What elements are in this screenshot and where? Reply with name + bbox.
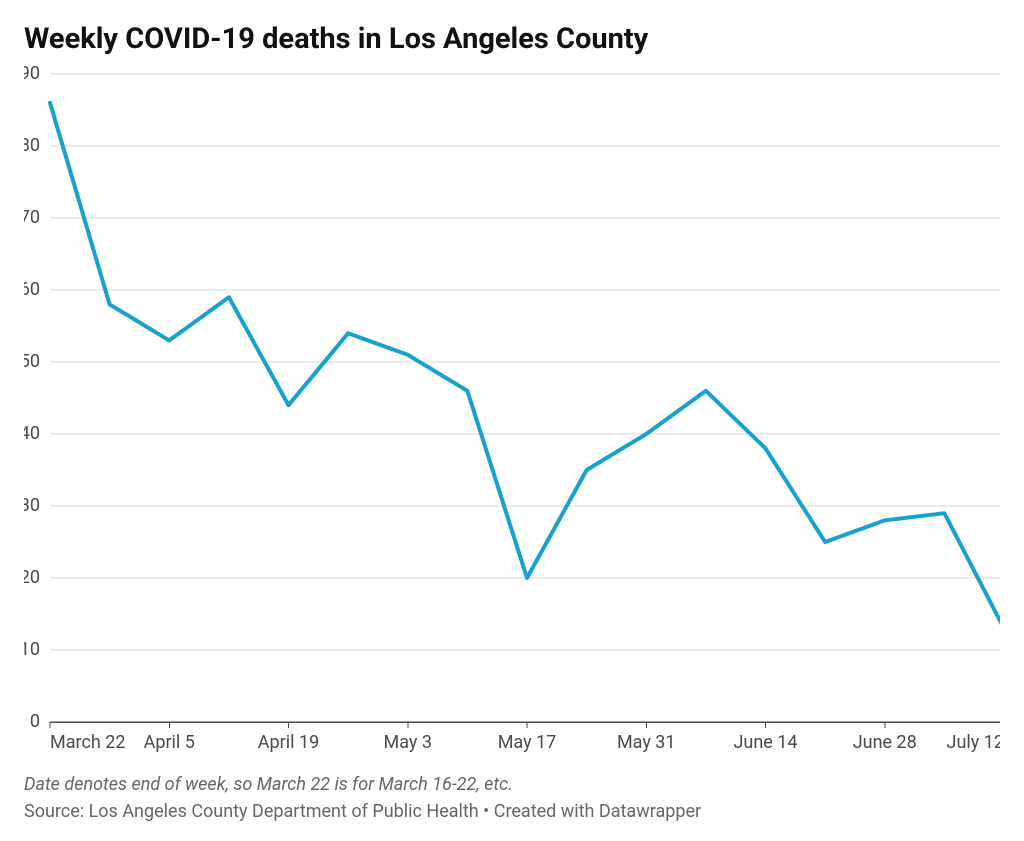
x-tick-label: March 22	[50, 732, 125, 752]
x-tick-label: April 19	[258, 732, 319, 752]
chart-footer-source: Source: Los Angeles County Department of…	[24, 801, 1000, 822]
y-tick-label: 60	[24, 279, 40, 300]
y-tick-label: 20	[24, 567, 40, 588]
y-tick-label: 90	[24, 65, 40, 84]
x-tick-label: July 12	[947, 732, 1000, 752]
y-tick-label: 30	[24, 495, 40, 516]
chart-container: Weekly COVID-19 deaths in Los Angeles Co…	[0, 0, 1024, 841]
chart-footer-note: Date denotes end of week, so March 22 is…	[24, 774, 1000, 795]
x-tick-label: May 17	[498, 732, 557, 752]
y-tick-label: 70	[24, 207, 40, 228]
y-tick-label: 0	[30, 711, 40, 732]
y-tick-label: 80	[24, 135, 40, 156]
x-tick-label: June 28	[853, 732, 917, 752]
y-tick-label: 50	[24, 351, 40, 372]
x-tick-label: May 31	[617, 732, 676, 752]
chart-plot-area: 0 10 20 30 40 50 60 70 80 90 March 22 April 5 April …	[24, 65, 1000, 752]
x-tick-label: May 3	[384, 732, 432, 752]
y-tick-label: 40	[24, 423, 40, 444]
data-line	[50, 103, 1000, 629]
line-chart-svg: 0 10 20 30 40 50 60 70 80 90 March 22 April 5 April …	[24, 65, 1000, 752]
x-tick-label: April 5	[144, 732, 195, 752]
x-tick-label: June 14	[733, 732, 797, 752]
y-tick-label: 10	[24, 639, 40, 660]
chart-title: Weekly COVID-19 deaths in Los Angeles Co…	[24, 22, 1000, 57]
